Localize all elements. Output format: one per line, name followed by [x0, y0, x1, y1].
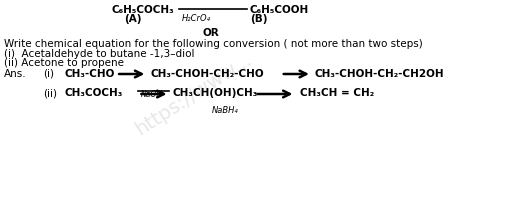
Text: CH₃-CHOH-CH₂-CH2OH: CH₃-CHOH-CH₂-CH2OH — [315, 69, 445, 79]
Text: Ans.: Ans. — [4, 69, 27, 79]
Text: CH₃-CHOH-CH₂-CHO: CH₃-CHOH-CH₂-CHO — [150, 69, 264, 79]
Text: (B): (B) — [250, 14, 267, 24]
Text: (ii) Acetone to propene: (ii) Acetone to propene — [4, 58, 124, 68]
Text: CH₃CH = CH₂: CH₃CH = CH₂ — [300, 88, 374, 98]
Text: OR: OR — [203, 28, 220, 38]
Text: C₆H₅COCH₃: C₆H₅COCH₃ — [111, 5, 174, 15]
Text: (i): (i) — [43, 69, 54, 79]
Text: NaOH: NaOH — [140, 90, 163, 99]
Text: CH₃CH(OH)CH₃: CH₃CH(OH)CH₃ — [173, 88, 258, 98]
Text: CH₃COCH₃: CH₃COCH₃ — [65, 88, 123, 98]
Text: H₂CrO₄: H₂CrO₄ — [182, 14, 211, 23]
Text: NaBH₄: NaBH₄ — [211, 106, 238, 115]
Text: CH₃-CHO: CH₃-CHO — [65, 69, 115, 79]
Text: C₆H₅COOH: C₆H₅COOH — [250, 5, 309, 15]
Text: https://www...: https://www... — [132, 49, 255, 139]
Text: Write chemical equation for the following conversion ( not more than two steps): Write chemical equation for the followin… — [4, 39, 423, 49]
Text: (ii): (ii) — [43, 88, 58, 98]
Text: (A): (A) — [124, 14, 141, 24]
Text: (i)  Acetaldehyde to butane -1,3–diol: (i) Acetaldehyde to butane -1,3–diol — [4, 49, 195, 59]
